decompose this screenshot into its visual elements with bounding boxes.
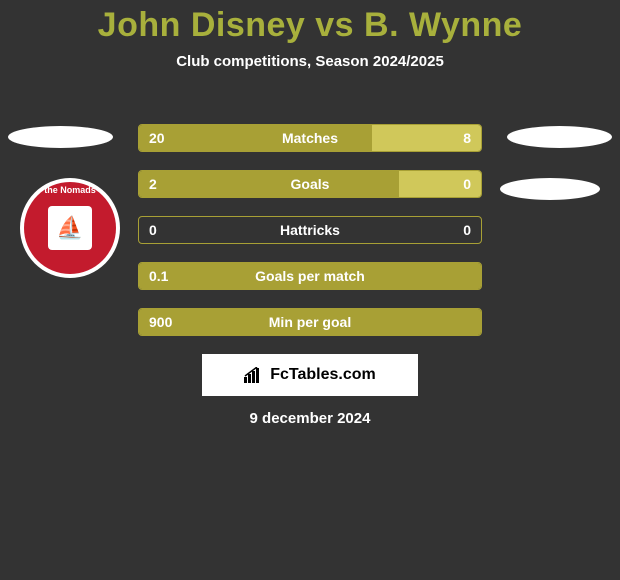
stat-row-min-per-goal: 900 Min per goal bbox=[138, 308, 482, 336]
bars-icon bbox=[244, 367, 264, 383]
watermark-text: FcTables.com bbox=[270, 366, 376, 384]
page-title: John Disney vs B. Wynne bbox=[0, 0, 620, 45]
stat-label: Goals per match bbox=[139, 268, 481, 284]
team-left-badge: the Nomads ⛵ bbox=[20, 178, 120, 278]
stat-right-value: 0 bbox=[463, 176, 471, 192]
page-subtitle: Club competitions, Season 2024/2025 bbox=[0, 45, 620, 70]
stat-row-hattricks: 0 Hattricks 0 bbox=[138, 216, 482, 244]
stat-row-goals-per-match: 0.1 Goals per match bbox=[138, 262, 482, 290]
team-right-badge bbox=[500, 178, 600, 200]
stat-right-value: 8 bbox=[463, 130, 471, 146]
stat-label: Hattricks bbox=[139, 222, 481, 238]
stat-right-value: 0 bbox=[463, 222, 471, 238]
ship-icon: ⛵ bbox=[48, 206, 92, 250]
stat-label: Matches bbox=[139, 130, 481, 146]
team-right-logo bbox=[507, 126, 612, 148]
stats-container: 20 Matches 8 2 Goals 0 0 Hattricks 0 0.1… bbox=[138, 124, 482, 354]
stat-row-matches: 20 Matches 8 bbox=[138, 124, 482, 152]
date-footer: 9 december 2024 bbox=[0, 410, 620, 427]
stat-label: Min per goal bbox=[139, 314, 481, 330]
badge-text: the Nomads bbox=[24, 185, 116, 195]
team-left-logo bbox=[8, 126, 113, 148]
watermark: FcTables.com bbox=[202, 354, 418, 396]
stat-label: Goals bbox=[139, 176, 481, 192]
stat-row-goals: 2 Goals 0 bbox=[138, 170, 482, 198]
